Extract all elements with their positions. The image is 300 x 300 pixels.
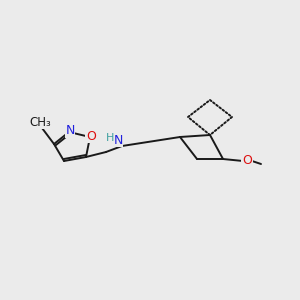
Text: N: N [65,124,75,137]
Text: H: H [106,133,114,143]
Text: O: O [86,130,96,142]
Text: N: N [113,134,123,146]
Text: O: O [242,154,252,166]
Text: CH₃: CH₃ [29,116,51,129]
